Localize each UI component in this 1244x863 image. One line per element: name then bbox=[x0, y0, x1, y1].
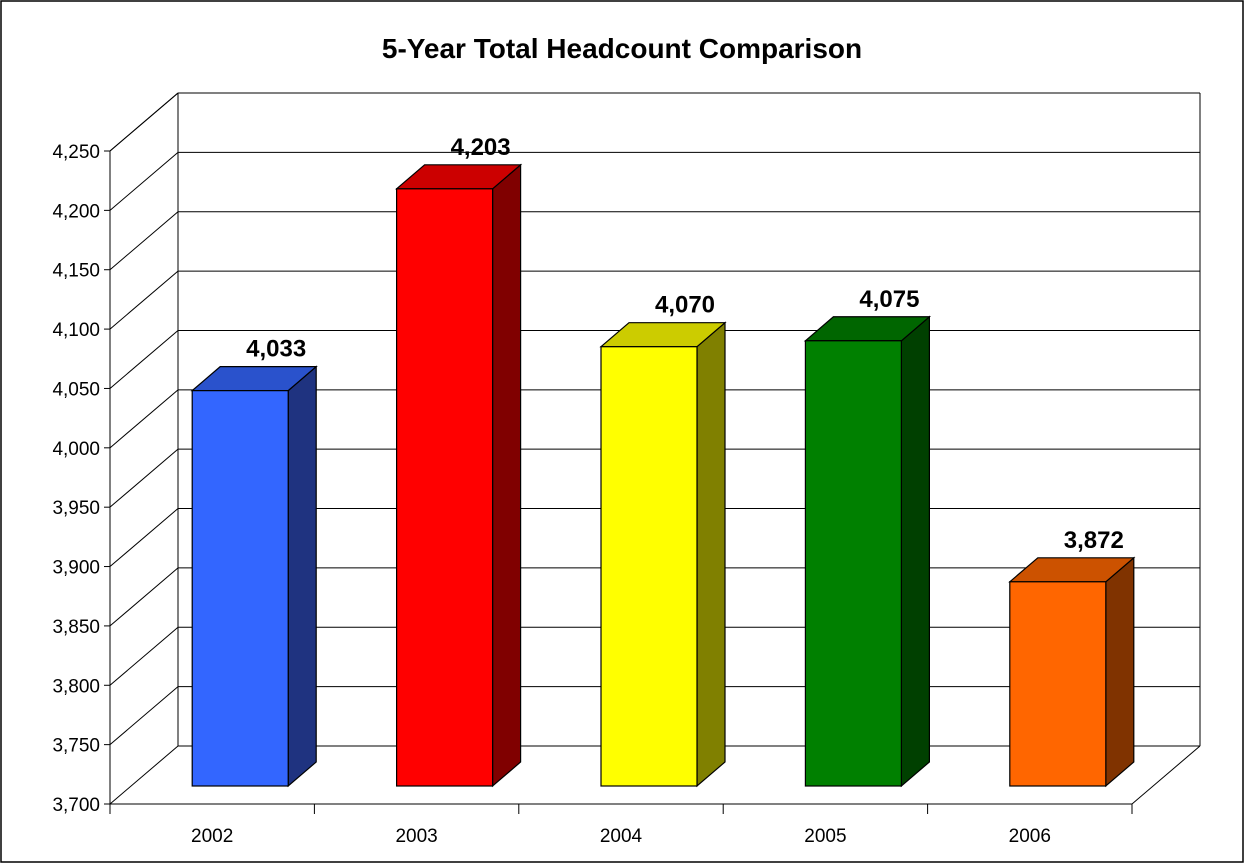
data-label-2002: 4,033 bbox=[246, 336, 306, 363]
wall-gridline bbox=[109, 151, 179, 211]
data-label-2003: 4,203 bbox=[451, 134, 511, 161]
y-tick-label: 3,900 bbox=[52, 558, 100, 579]
wall-gridline bbox=[109, 745, 179, 805]
bars bbox=[190, 163, 1136, 788]
chart-title: 5-Year Total Headcount Comparison bbox=[382, 33, 862, 64]
wall-gridline bbox=[109, 686, 179, 746]
wall-gridline bbox=[109, 508, 179, 567]
bar-2005 bbox=[803, 315, 932, 788]
bar-2002 bbox=[190, 365, 318, 788]
y-tick-label: 4,200 bbox=[52, 201, 100, 222]
wall-top-edge bbox=[109, 92, 179, 152]
bar-front-face bbox=[1009, 581, 1107, 787]
bar-front-face bbox=[804, 340, 903, 787]
y-tick-label: 3,850 bbox=[52, 617, 100, 638]
bar-2004 bbox=[599, 321, 727, 788]
y-tick-label: 4,250 bbox=[52, 142, 100, 163]
data-label-2006: 3,872 bbox=[1064, 527, 1124, 554]
bar-side-face bbox=[492, 163, 522, 788]
bar-side-face bbox=[287, 365, 317, 788]
wall-gridline bbox=[109, 389, 179, 449]
y-tick-label: 4,100 bbox=[52, 320, 100, 341]
x-tick-label: 2004 bbox=[600, 826, 643, 847]
bar-side-face bbox=[900, 315, 931, 788]
y-tick-label: 3,800 bbox=[52, 676, 100, 697]
x-tick-label: 2005 bbox=[804, 826, 846, 847]
x-tick-label: 2006 bbox=[1009, 826, 1051, 847]
bar-front-face bbox=[396, 188, 494, 787]
y-tick-label: 4,000 bbox=[52, 439, 100, 460]
x-tick-label: 2003 bbox=[395, 826, 437, 847]
axes: 3,700 3,750 3,800 3,850 3,900 3,950 4,000 4,050… bbox=[52, 142, 1201, 847]
data-label-2005: 4,075 bbox=[859, 286, 919, 313]
y-tick-label: 3,750 bbox=[52, 736, 100, 757]
y-tick-label: 3,700 bbox=[52, 795, 100, 816]
y-tick-label: 4,050 bbox=[52, 379, 100, 400]
bar-2003 bbox=[394, 163, 523, 788]
bar-side-face bbox=[1105, 556, 1135, 788]
data-labels: 4,033 4,203 4,070 4,075 3,872 bbox=[246, 134, 1124, 554]
wall-gridline bbox=[109, 270, 179, 330]
y-tick-label: 4,150 bbox=[52, 261, 100, 282]
data-label-2004: 4,070 bbox=[655, 292, 715, 319]
floor-right-edge bbox=[1131, 745, 1201, 805]
y-tick-label: 3,950 bbox=[52, 498, 100, 519]
wall-gridline bbox=[109, 626, 179, 686]
bar-front-face bbox=[191, 390, 289, 787]
bar-side-face bbox=[696, 321, 726, 788]
wall-gridline bbox=[109, 211, 179, 271]
wall-gridline bbox=[109, 330, 179, 389]
wall-gridline bbox=[109, 448, 179, 508]
bar-2006 bbox=[1008, 556, 1136, 788]
bar-front-face bbox=[600, 346, 698, 787]
x-tick-label: 2002 bbox=[191, 826, 233, 847]
wall-gridline bbox=[109, 567, 179, 627]
